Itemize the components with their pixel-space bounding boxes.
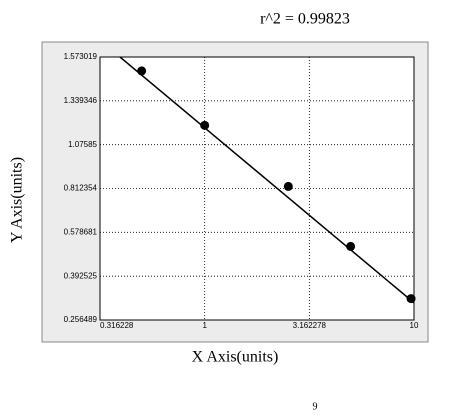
y-tick-label: 1.07585 bbox=[68, 140, 97, 149]
y-axis-label: Y Axis(units) bbox=[9, 157, 26, 243]
data-point bbox=[283, 181, 293, 191]
y-tick-label: 1.339346 bbox=[64, 96, 98, 105]
y-tick-label: 0.578681 bbox=[64, 227, 98, 236]
y-tick-label: 0.256489 bbox=[64, 315, 98, 324]
x-axis-label: X Axis(units) bbox=[192, 349, 279, 366]
x-tick-label: 0.316228 bbox=[100, 321, 134, 330]
plot: 0.256489 0.392525 0.578681 0.812354 1.07585 1… bbox=[64, 52, 419, 330]
fit-line bbox=[119, 56, 415, 304]
y-tick-label: 1.573019 bbox=[64, 52, 98, 61]
data-point bbox=[137, 66, 147, 76]
chart-title: r^2 = 0.99823 bbox=[260, 11, 350, 28]
x-tick-label: 10 bbox=[410, 321, 419, 330]
x-tick-label: 3.162278 bbox=[293, 321, 327, 330]
x-tick-label: 1 bbox=[202, 321, 207, 330]
y-tick-label: 0.812354 bbox=[64, 184, 98, 193]
page-number: 9 bbox=[313, 401, 318, 412]
data-point bbox=[406, 294, 416, 304]
data-point bbox=[200, 120, 210, 130]
y-tick-label: 0.392525 bbox=[64, 271, 98, 280]
